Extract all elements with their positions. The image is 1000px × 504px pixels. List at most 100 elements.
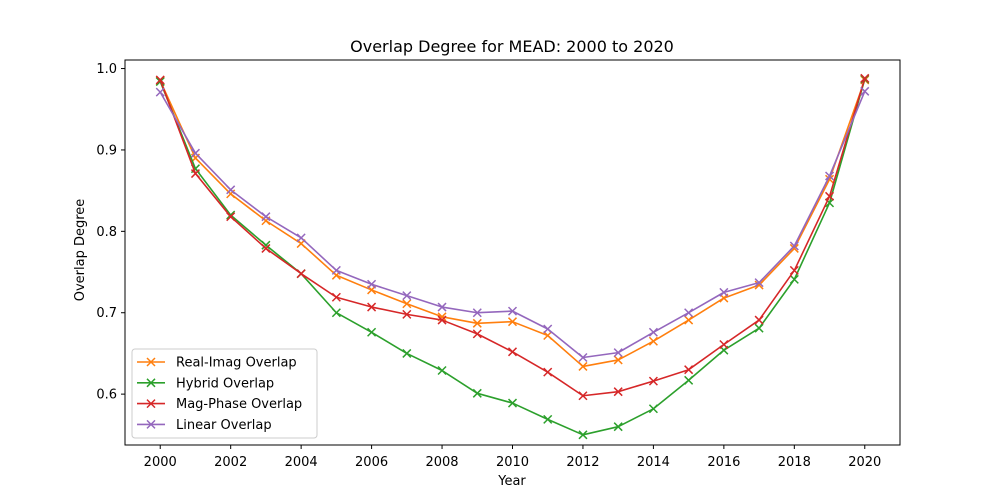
x-tick-label: 2018 <box>778 455 811 470</box>
data-point <box>648 376 658 386</box>
data-point <box>155 75 165 85</box>
legend-marker <box>146 357 156 367</box>
series-mag-phase-overlap <box>155 73 870 401</box>
data-point <box>648 404 658 414</box>
x-tick-label: 2004 <box>285 455 318 470</box>
data-point <box>543 414 553 424</box>
x-tick-label: 2002 <box>214 455 247 470</box>
data-point <box>296 233 306 243</box>
data-point <box>261 212 271 222</box>
legend-label: Real-Imag Overlap <box>176 356 297 371</box>
data-point <box>754 315 764 325</box>
x-tick-label: 2000 <box>144 455 177 470</box>
data-point <box>261 243 271 253</box>
y-tick-label: 0.8 <box>96 225 117 240</box>
legend-label: Mag-Phase Overlap <box>176 397 302 412</box>
data-point <box>507 398 518 408</box>
data-point <box>296 269 306 279</box>
legend-label: Hybrid Overlap <box>176 376 274 391</box>
series-line <box>159 78 866 397</box>
y-tick-label: 0.6 <box>96 388 117 403</box>
x-tick-label: 2016 <box>707 455 740 470</box>
data-point <box>754 278 764 288</box>
data-point <box>860 86 870 96</box>
series-line <box>159 79 866 368</box>
data-point <box>684 375 694 385</box>
plot-frame <box>124 59 901 446</box>
legend: Real-Imag Overlap Hybrid Overlap Mag-Phase… <box>131 348 318 439</box>
series-layer <box>155 73 870 440</box>
data-point <box>190 169 200 179</box>
data-point <box>190 148 200 158</box>
data-point <box>402 299 412 309</box>
data-point <box>789 265 799 275</box>
legend-marker <box>146 378 156 388</box>
data-point <box>719 287 729 297</box>
legend-marker <box>146 399 156 409</box>
data-point <box>684 315 694 325</box>
x-tick-label: 2014 <box>637 455 670 470</box>
data-point <box>613 387 623 397</box>
data-point <box>754 323 764 333</box>
series-line <box>159 91 866 359</box>
data-point <box>331 308 341 318</box>
data-point <box>331 292 341 302</box>
data-point <box>578 361 588 371</box>
data-point <box>860 73 870 83</box>
data-point <box>613 355 623 365</box>
data-point <box>578 391 588 401</box>
data-point <box>402 309 412 319</box>
data-point <box>789 243 799 253</box>
legend-marker <box>146 419 156 429</box>
x-axis-label: Year <box>497 474 526 489</box>
data-point <box>648 336 658 346</box>
data-point <box>578 352 588 363</box>
y-tick-label: 0.7 <box>96 306 117 321</box>
data-point <box>789 274 799 284</box>
series-hybrid-overlap <box>155 74 870 440</box>
data-point <box>613 348 623 358</box>
data-point <box>507 347 518 357</box>
data-point <box>648 327 658 337</box>
x-tick-label: 2020 <box>848 455 881 470</box>
data-point <box>472 388 482 398</box>
data-point <box>437 302 447 312</box>
data-point <box>472 308 482 318</box>
data-point <box>578 430 588 440</box>
data-point <box>437 315 447 325</box>
x-tick-label: 2012 <box>566 455 599 470</box>
data-point <box>543 367 553 377</box>
data-point <box>367 302 377 312</box>
data-point <box>437 365 447 376</box>
data-point <box>155 87 165 97</box>
x-axis: 2000 2002 2004 2006 2008 2010 2012 2014 2016 2018… <box>144 445 881 470</box>
data-point <box>367 327 377 337</box>
legend-box <box>131 348 318 439</box>
data-point <box>754 280 764 290</box>
data-point <box>472 318 482 328</box>
data-point <box>261 240 271 250</box>
x-tick-label: 2010 <box>496 455 529 470</box>
data-point <box>719 339 729 350</box>
chart-title: Overlap Degree for MEAD: 2000 to 2020 <box>350 37 674 56</box>
y-axis-label: Overlap Degree <box>73 199 88 302</box>
x-tick-label: 2008 <box>425 455 458 470</box>
y-tick-label: 0.9 <box>96 143 117 158</box>
data-point <box>613 422 623 432</box>
data-point <box>472 329 482 339</box>
data-point <box>226 212 236 222</box>
data-point <box>684 308 694 318</box>
data-point <box>402 291 412 301</box>
data-point <box>367 279 377 289</box>
data-point <box>684 365 694 375</box>
data-point <box>331 265 341 275</box>
series-linear-overlap <box>155 86 870 363</box>
data-point <box>507 306 518 316</box>
data-point <box>226 185 236 195</box>
y-tick-label: 1.0 <box>96 62 117 77</box>
data-point <box>543 330 553 341</box>
data-point <box>825 191 835 201</box>
data-point <box>543 324 553 334</box>
